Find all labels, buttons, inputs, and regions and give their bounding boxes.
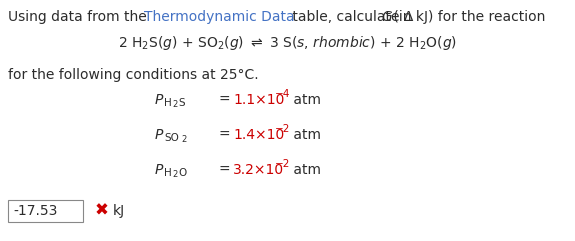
Text: S: S <box>178 98 185 108</box>
Text: Thermodynamic Data: Thermodynamic Data <box>144 10 294 24</box>
Text: P: P <box>155 163 163 177</box>
Text: 1.1×10: 1.1×10 <box>233 93 285 107</box>
Text: atm: atm <box>289 128 321 142</box>
Text: 3.2×10: 3.2×10 <box>233 163 284 177</box>
Text: 2: 2 <box>181 135 186 144</box>
Text: kJ: kJ <box>113 204 125 218</box>
Text: atm: atm <box>289 163 321 177</box>
Text: −2: −2 <box>275 159 290 169</box>
Text: for the following conditions at 25°C.: for the following conditions at 25°C. <box>8 68 259 82</box>
Text: −2: −2 <box>275 124 290 134</box>
Text: -17.53: -17.53 <box>13 204 58 218</box>
Text: =: = <box>218 128 229 142</box>
Text: table, calculate Δ: table, calculate Δ <box>288 10 413 24</box>
FancyBboxPatch shape <box>8 200 83 222</box>
Text: Using data from the: Using data from the <box>8 10 151 24</box>
Text: G: G <box>381 10 392 24</box>
Text: P: P <box>155 93 163 107</box>
Text: 1.4×10: 1.4×10 <box>233 128 284 142</box>
Text: 2 H$_2$S($g$) + SO$_2$($g$) $\rightleftharpoons$ 3 S($s$, $\it{rhombic}$) + 2 H$: 2 H$_2$S($g$) + SO$_2$($g$) $\rightlefth… <box>118 34 458 52</box>
Text: atm: atm <box>289 93 321 107</box>
Text: −4: −4 <box>275 89 290 99</box>
Text: =: = <box>218 93 229 107</box>
Text: P: P <box>155 128 163 142</box>
Text: =: = <box>218 163 229 177</box>
Text: H: H <box>164 168 172 178</box>
Text: (in kJ) for the reaction: (in kJ) for the reaction <box>389 10 545 24</box>
Text: ✖: ✖ <box>95 202 109 220</box>
Text: O: O <box>178 168 186 178</box>
Text: H: H <box>164 98 172 108</box>
Text: SO: SO <box>164 133 179 143</box>
Text: 2: 2 <box>172 170 177 179</box>
Text: 2: 2 <box>172 100 177 109</box>
